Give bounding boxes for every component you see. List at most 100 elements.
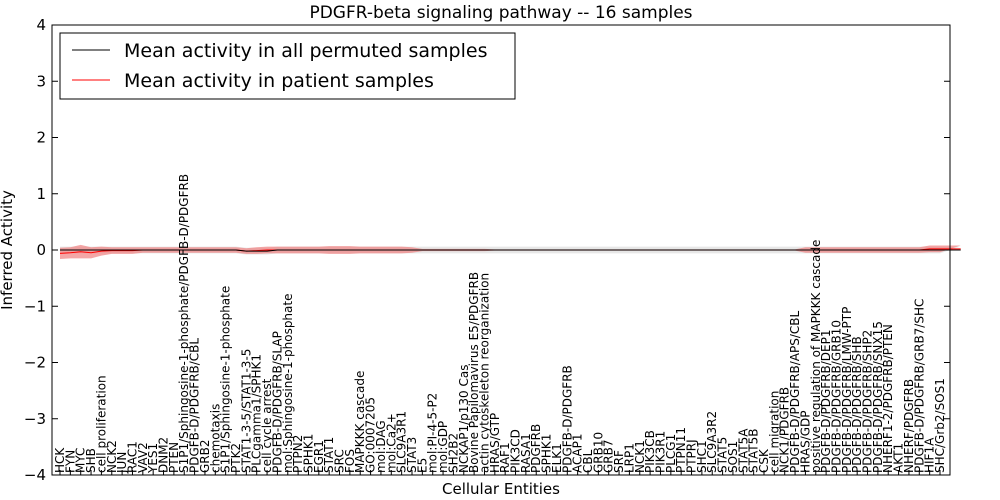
y-tick-label: −1 <box>24 297 46 315</box>
legend-label-permuted: Mean activity in all permuted samples <box>124 40 487 62</box>
entity-label: PTEN <box>167 442 181 473</box>
entity-label: mol:Sphingosine-1-phosphate <box>281 294 295 474</box>
entity-label: RAC1 <box>125 441 139 473</box>
entity-label: GRB7 <box>602 439 616 473</box>
entity-label: PDGFB-D/PDGFRB/DEP1 <box>819 329 833 473</box>
entity-label: PDGFB-D/PDGFRB/GRB7/SHC <box>912 299 926 473</box>
entity-label: PDGFB-D/PDGFRB/LMW-PTP <box>840 307 854 473</box>
entity-label: SRF <box>612 450 626 473</box>
entity-label: mol:GDP <box>436 421 450 473</box>
entity-label: RASA1 <box>519 433 533 473</box>
chart-title: PDGFR-beta signaling pathway -- 16 sampl… <box>309 3 692 23</box>
axis-ticks: −4 −3 −2 −1 0 1 2 3 4 <box>24 16 950 484</box>
entity-label: actin cytoskeleton reorganization <box>477 273 491 473</box>
entity-label: NCK2 <box>105 440 119 473</box>
entity-label: cell cycle arrest <box>260 378 274 473</box>
entity-label: PDGFB-D/PDGFRB/SHB <box>850 336 864 473</box>
entity-label: SHC1 <box>695 440 709 473</box>
entity-label: Bovine Papilomavirus E5/PDGFRB <box>467 272 481 473</box>
entity-label: cell migration <box>767 391 781 473</box>
entity-label: SLC9A3R1 <box>395 411 409 473</box>
entity-label: GO:0007205 <box>364 397 378 473</box>
legend: Mean activity in all permuted samples Me… <box>59 32 516 100</box>
entity-label: HIF1A <box>923 437 937 473</box>
entity-label: NHERF/PDGFRB <box>902 379 916 473</box>
entity-label: PDGFB-D/PDGFRB/CBL <box>188 338 202 473</box>
y-tick-label: 4 <box>36 16 46 34</box>
y-tick-label: 3 <box>36 72 46 90</box>
entity-label: STAT5 <box>716 437 730 473</box>
legend-box <box>59 32 516 100</box>
entity-label: PLCgamma1/SPHK1 <box>250 354 264 473</box>
entity-label: HRAS/GDP <box>798 410 812 473</box>
entity-label: STAT5A <box>736 428 750 473</box>
entity-label: PIK3CD <box>509 429 523 473</box>
entity-label: SH2B2 <box>446 433 460 473</box>
entity-label: GRB2 <box>198 439 212 473</box>
entity-label: positive regulation of MAPKKK cascade <box>809 240 823 473</box>
entity-label: NCK1/PDGFRB <box>778 387 792 473</box>
entity-label: FOS <box>343 449 357 473</box>
y-tick-label: −2 <box>24 354 46 372</box>
entity-label: VAV2 <box>136 442 150 473</box>
entity-label: SHC/Grb2/SOS1 <box>933 378 947 473</box>
entity-label: GRB10 <box>591 432 605 473</box>
entity-label: SPHK1 <box>540 434 554 473</box>
entity-label: STAT3 <box>405 437 419 473</box>
entity-label: NHERF1-2/PDGFRB/PTEN <box>881 324 895 473</box>
entity-label: mol:PI-4-5-P2 <box>426 393 440 473</box>
entity-label: CBL <box>581 449 595 473</box>
entity-label: YES1 <box>146 443 160 474</box>
series-lines <box>59 248 961 254</box>
entity-label: SRC <box>333 449 347 473</box>
entity-label: NCK1 <box>633 440 647 473</box>
entity-label: PDGFB-D/PDGFRB/SNX15 <box>871 321 885 473</box>
entity-label: ACAP1 <box>571 434 585 473</box>
entity-label: EGR1 <box>312 440 326 473</box>
entity-label: PIK3CB <box>643 430 657 473</box>
entity-label: CSK <box>757 448 771 473</box>
entity-label: PTPN11 <box>674 427 688 473</box>
entity-label: SOS1 <box>726 441 740 473</box>
entity-label: STAT1-3-5/STAT1-3-5 <box>239 349 253 473</box>
y-axis-label: Inferred Activity <box>0 190 16 310</box>
entity-label: E5 <box>415 458 429 473</box>
entity-label: DNM2 <box>157 437 171 473</box>
entity-label: JUN <box>115 452 129 474</box>
uncertainty-bands <box>60 244 961 259</box>
entity-label: cell proliferation <box>94 375 108 473</box>
entity-label: ELK1 <box>550 443 564 473</box>
legend-label-patient: Mean activity in patient samples <box>124 70 434 92</box>
entity-label: HCK <box>53 447 67 473</box>
entity-label: PDGFB-D/PDGFRB/SHP2 <box>861 330 875 473</box>
entity-label: PDGFB-D/PDGFRB/APS/CBL <box>788 310 802 473</box>
entity-label: SLC9A3R2 <box>705 411 719 473</box>
entity-label: SHB <box>84 448 98 473</box>
entity-label: RAF1 <box>498 442 512 473</box>
x-axis-label: Cellular Entities <box>442 480 560 498</box>
entity-label: HRAS/GTP <box>488 413 502 473</box>
entity-label: PTK2 <box>229 443 243 473</box>
y-tick-label: 0 <box>36 241 46 259</box>
entity-label: PDGFRB <box>529 424 543 473</box>
y-tick-label: −4 <box>24 466 46 484</box>
entity-label: S1P1/Sphingosine-1-phosphate <box>219 286 233 473</box>
entity-label: LRP1 <box>622 443 636 473</box>
entity-label: S1P1/Sphingosine-1-phosphate/PDGFB-D/PDG… <box>177 174 191 473</box>
y-tick-label: 2 <box>36 129 46 147</box>
entity-label: mol:Ca2+ <box>384 413 398 473</box>
y-tick-label: −3 <box>24 410 46 428</box>
entity-label: MYC <box>74 448 88 473</box>
entity-label: PIK3R1 <box>653 431 667 473</box>
entity-label: STAT5B <box>747 429 761 474</box>
entity-label: PTPN2 <box>291 435 305 473</box>
entity-label: STAT1 <box>322 437 336 473</box>
entity-label: chemotaxis <box>208 404 222 473</box>
entity-label: PDGFB-D/PDGFRB <box>560 365 574 473</box>
entity-label: mol:DAG <box>374 420 388 473</box>
band-series-1 <box>60 244 961 259</box>
entity-label: PDGFB-D/PDGFRB/SLAP <box>270 331 284 473</box>
entity-label: FYN <box>63 450 77 473</box>
